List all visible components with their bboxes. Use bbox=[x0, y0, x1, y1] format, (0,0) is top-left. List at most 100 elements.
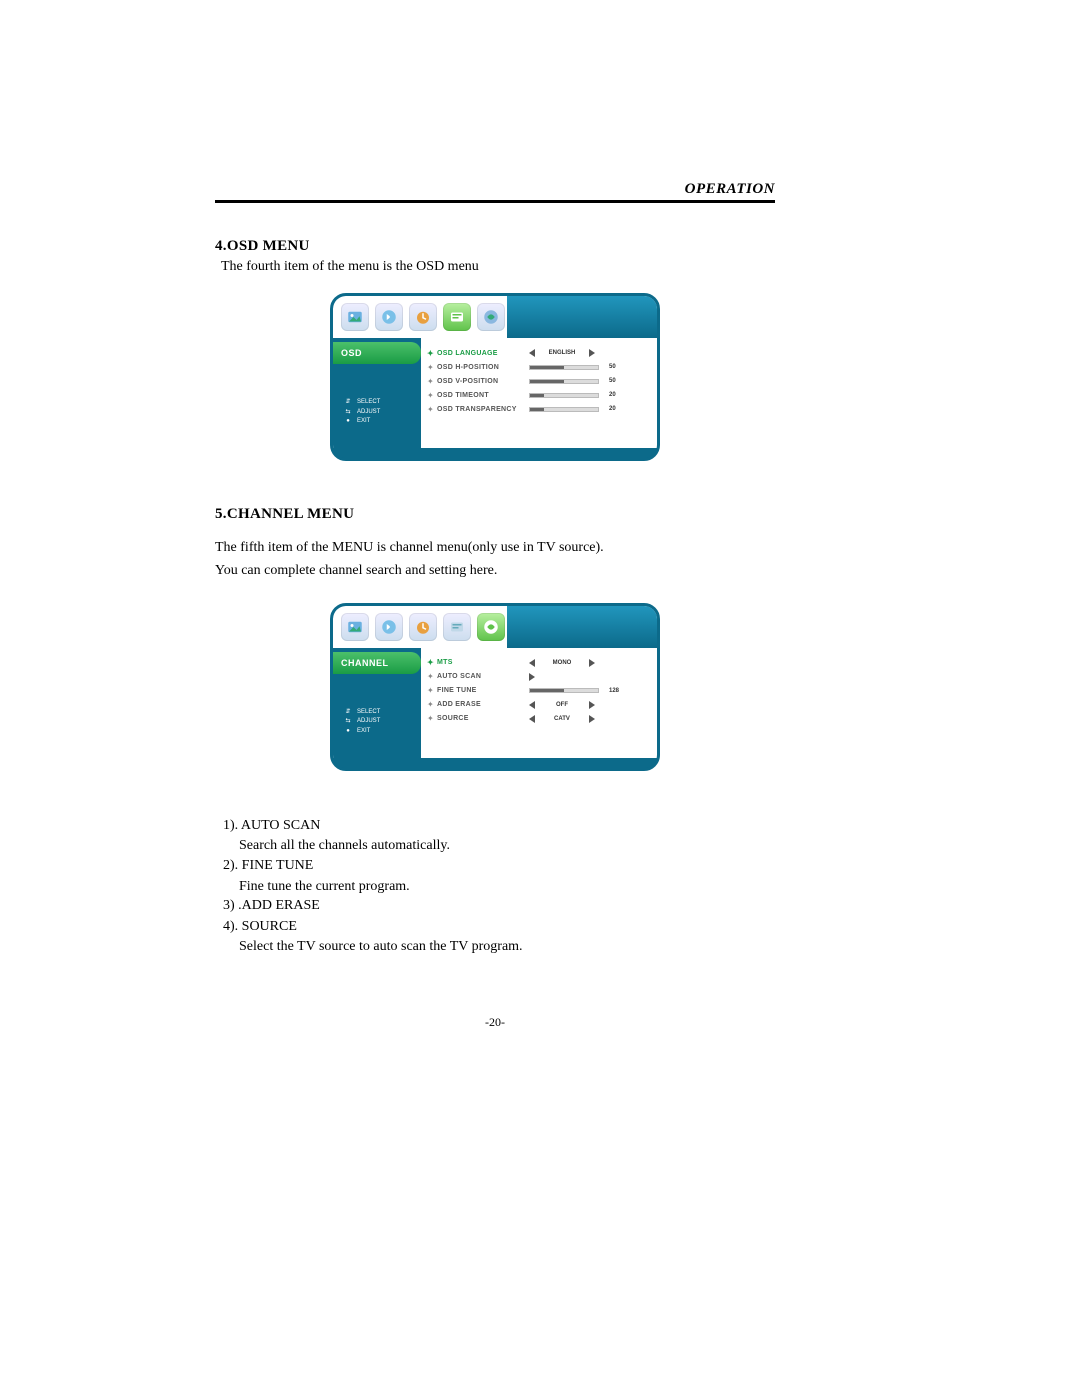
osd-side-panel: OSD ⇵SELECT ⇆ADJUST ●EXIT bbox=[333, 338, 421, 448]
row-bullet-icon: ✦ bbox=[427, 700, 437, 709]
row-label: OSD LANGUAGE bbox=[437, 350, 529, 357]
section5-line2: You can complete channel search and sett… bbox=[215, 562, 775, 581]
dot-icon: ● bbox=[343, 417, 353, 427]
menu-row[interactable]: ✦FINE TUNE128 bbox=[427, 684, 651, 698]
left-arrow-icon[interactable] bbox=[529, 715, 535, 723]
note-4-desc: Select the TV source to auto scan the TV… bbox=[239, 937, 775, 957]
tab-strip-2 bbox=[333, 606, 657, 648]
note-4: 4). SOURCE bbox=[223, 917, 775, 937]
menu-row[interactable]: ✦SOURCE CATV bbox=[427, 712, 651, 726]
osd-rows: ✦OSD LANGUAGEENGLISH✦OSD H-POSITION50✦OS… bbox=[421, 338, 657, 448]
slider-track[interactable] bbox=[529, 379, 599, 384]
right-arrow-icon[interactable] bbox=[589, 659, 595, 667]
row-control[interactable]: 50 bbox=[529, 378, 651, 384]
row-control[interactable]: 20 bbox=[529, 392, 651, 398]
dot-icon: ● bbox=[343, 727, 353, 737]
channel-side-title: CHANNEL bbox=[333, 652, 421, 674]
menu-row[interactable]: ✦OSD TRANSPARENCY20 bbox=[427, 402, 651, 416]
tab-strip bbox=[333, 296, 657, 338]
row-control[interactable]: 128 bbox=[529, 688, 651, 694]
tab-osd-icon[interactable] bbox=[443, 613, 471, 641]
header-rule: OPERATION bbox=[215, 200, 775, 203]
row-label: FINE TUNE bbox=[437, 687, 529, 694]
row-bullet-icon: ✦ bbox=[427, 714, 437, 723]
row-control[interactable]: OFF bbox=[529, 701, 651, 709]
note-2-desc: Fine tune the current program. bbox=[239, 877, 775, 897]
row-control[interactable]: 20 bbox=[529, 406, 651, 412]
slider-track[interactable] bbox=[529, 365, 599, 370]
note-2: 2). FINE TUNE bbox=[223, 856, 775, 876]
menu-row[interactable]: ✦OSD TIMEONT 20 bbox=[427, 388, 651, 402]
menu-row[interactable]: ✦OSD V-POSITION 50 bbox=[427, 374, 651, 388]
hint-adjust: ADJUST bbox=[357, 408, 380, 418]
right-arrow-icon[interactable] bbox=[589, 701, 595, 709]
menu-row[interactable]: ✦MTSMONO bbox=[427, 656, 651, 670]
note-3: 3) .ADD ERASE bbox=[223, 896, 775, 916]
row-label: ADD ERASE bbox=[437, 701, 529, 708]
hint-select: SELECT bbox=[357, 708, 380, 718]
row-control[interactable] bbox=[529, 673, 651, 681]
row-value: MONO bbox=[541, 660, 583, 666]
row-bullet-icon: ✦ bbox=[427, 658, 437, 667]
row-value: OFF bbox=[541, 702, 583, 708]
hint-exit: EXIT bbox=[357, 417, 370, 427]
tab-picture-icon[interactable] bbox=[341, 613, 369, 641]
left-arrow-icon[interactable] bbox=[529, 701, 535, 709]
tab-audio-icon[interactable] bbox=[375, 303, 403, 331]
slider-value: 20 bbox=[609, 392, 616, 398]
left-arrow-icon[interactable] bbox=[529, 659, 535, 667]
tab-audio-icon[interactable] bbox=[375, 613, 403, 641]
row-control[interactable]: MONO bbox=[529, 659, 651, 667]
tab-channel-icon[interactable] bbox=[477, 303, 505, 331]
osd-side-title: OSD bbox=[333, 342, 421, 364]
manual-page: OPERATION 4.OSD MENU The fourth item of … bbox=[215, 200, 775, 957]
row-label: OSD V-POSITION bbox=[437, 378, 529, 385]
row-bullet-icon: ✦ bbox=[427, 377, 437, 386]
right-arrow-icon[interactable] bbox=[589, 349, 595, 357]
row-bullet-icon: ✦ bbox=[427, 391, 437, 400]
slider-track[interactable] bbox=[529, 407, 599, 412]
tab-osd-icon[interactable] bbox=[443, 303, 471, 331]
row-bullet-icon: ✦ bbox=[427, 672, 437, 681]
osd-hints: ⇵SELECT ⇆ADJUST ●EXIT bbox=[333, 394, 421, 437]
page-number: -20- bbox=[215, 1015, 775, 1030]
right-arrow-icon[interactable] bbox=[589, 715, 595, 723]
tab-channel-icon[interactable] bbox=[477, 613, 505, 641]
leftright-icon: ⇆ bbox=[343, 717, 353, 727]
left-arrow-icon[interactable] bbox=[529, 349, 535, 357]
hint-adjust: ADJUST bbox=[357, 717, 380, 727]
osd-menu-screenshot: OSD ⇵SELECT ⇆ADJUST ●EXIT ✦OSD LANGUAGEE… bbox=[330, 293, 660, 461]
tab-timer-icon[interactable] bbox=[409, 613, 437, 641]
menu-row[interactable]: ✦AUTO SCAN bbox=[427, 670, 651, 684]
row-control[interactable]: 50 bbox=[529, 364, 651, 370]
slider-track[interactable] bbox=[529, 393, 599, 398]
section4-heading: 4.OSD MENU bbox=[215, 238, 775, 255]
row-label: SOURCE bbox=[437, 715, 529, 722]
row-control[interactable]: CATV bbox=[529, 715, 651, 723]
row-value: CATV bbox=[541, 716, 583, 722]
slider-value: 50 bbox=[609, 378, 616, 384]
row-control[interactable]: ENGLISH bbox=[529, 349, 651, 357]
header-title: OPERATION bbox=[685, 181, 775, 198]
tab-picture-icon[interactable] bbox=[341, 303, 369, 331]
menu-row[interactable]: ✦ADD ERASE OFF bbox=[427, 698, 651, 712]
row-label: OSD TIMEONT bbox=[437, 392, 529, 399]
slider-value: 20 bbox=[609, 406, 616, 412]
hint-select: SELECT bbox=[357, 398, 380, 408]
updown-icon: ⇵ bbox=[343, 398, 353, 408]
channel-hints: ⇵ SELECT ⇆ ADJUST ● EXIT bbox=[333, 704, 421, 747]
row-label: OSD TRANSPARENCY bbox=[437, 406, 529, 413]
channel-side-panel: CHANNEL ⇵ SELECT ⇆ ADJUST ● EXIT bbox=[333, 648, 421, 758]
section5-line1: The fifth item of the MENU is channel me… bbox=[215, 539, 775, 558]
tab-timer-icon[interactable] bbox=[409, 303, 437, 331]
menu-row[interactable]: ✦OSD H-POSITION50 bbox=[427, 360, 651, 374]
right-arrow-icon[interactable] bbox=[529, 673, 535, 681]
menu-row[interactable]: ✦OSD LANGUAGEENGLISH bbox=[427, 346, 651, 360]
slider-track[interactable] bbox=[529, 688, 599, 693]
row-bullet-icon: ✦ bbox=[427, 686, 437, 695]
hint-exit: EXIT bbox=[357, 727, 370, 737]
slider-value: 50 bbox=[609, 364, 616, 370]
row-bullet-icon: ✦ bbox=[427, 363, 437, 372]
section4-sub: The fourth item of the menu is the OSD m… bbox=[221, 259, 775, 275]
updown-icon: ⇵ bbox=[343, 708, 353, 718]
